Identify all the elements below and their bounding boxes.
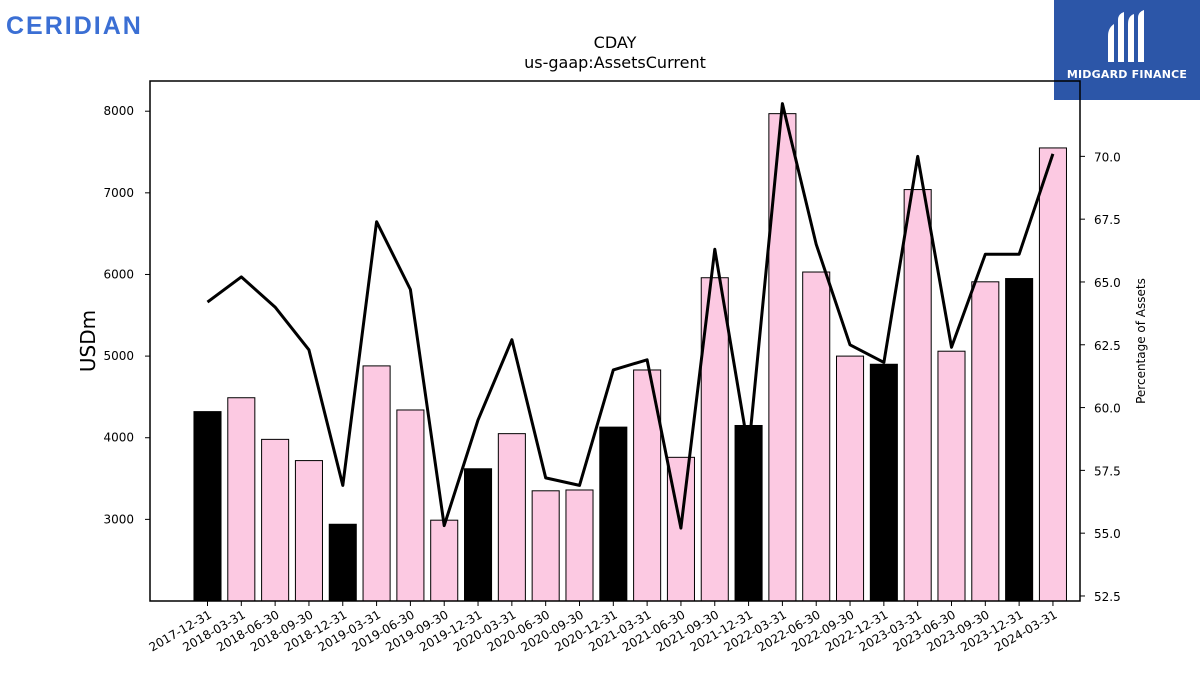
y2-tick-label: 57.5 xyxy=(1094,464,1121,478)
chart-subtitle: us-gaap:AssetsCurrent xyxy=(524,53,706,72)
bar-2020-06-30 xyxy=(531,490,560,602)
bar-2018-12-31 xyxy=(328,523,357,602)
bar-2022-09-30 xyxy=(836,355,865,602)
bar-2022-06-30 xyxy=(802,271,831,602)
y-tick-label: 6000 xyxy=(103,267,134,281)
bar-2023-09-30 xyxy=(971,281,1000,602)
y2-axis-label: Percentage of Assets xyxy=(1134,278,1148,404)
bar-2019-09-30 xyxy=(430,519,459,602)
bar-2017-12-31 xyxy=(193,411,222,602)
y-axis-right: 52.5 55.0 57.5 60.0 62.5 65.0 67.5 70.0 xyxy=(1080,150,1121,604)
percentage-line-series xyxy=(206,102,1055,530)
y-axis-label: USDm xyxy=(76,310,100,372)
x-axis: 2017-12-312018-03-312018-06-302018-09-30… xyxy=(147,601,1059,654)
bar-2021-12-31 xyxy=(734,424,763,602)
ceridian-logo: CERIDIAN xyxy=(6,12,143,40)
bar-series xyxy=(193,113,1067,602)
bar-2018-06-30 xyxy=(261,438,290,602)
midgard-logo-mark-icon xyxy=(1054,0,1200,100)
percentage-line xyxy=(206,102,1055,530)
bar-2019-03-31 xyxy=(362,365,391,602)
bar-2018-09-30 xyxy=(294,460,323,602)
y2-tick-label: 60.0 xyxy=(1094,402,1121,416)
plot-frame xyxy=(149,80,1081,602)
bar-2020-03-31 xyxy=(497,433,526,602)
y2-tick-label: 52.5 xyxy=(1094,590,1121,604)
midgard-finance-logo: MIDGARD FINANCE xyxy=(1054,0,1200,100)
midgard-finance-label: MIDGARD FINANCE xyxy=(1066,68,1188,81)
bar-2024-03-31 xyxy=(1038,147,1067,602)
bar-2022-12-31 xyxy=(869,363,898,602)
bar-2023-12-31 xyxy=(1005,278,1034,602)
bar-2019-06-30 xyxy=(396,409,425,602)
bar-2023-03-31 xyxy=(903,189,932,602)
y-tick-label: 5000 xyxy=(103,349,134,363)
chart-title: CDAY xyxy=(594,33,637,52)
bar-2023-06-30 xyxy=(937,350,966,602)
y2-tick-label: 65.0 xyxy=(1094,276,1121,290)
y2-tick-label: 62.5 xyxy=(1094,339,1121,353)
y-tick-label: 7000 xyxy=(103,186,134,200)
bar-2018-03-31 xyxy=(227,397,256,602)
y2-tick-label: 67.5 xyxy=(1094,213,1121,227)
y2-tick-label: 55.0 xyxy=(1094,527,1121,541)
bar-2020-12-31 xyxy=(599,426,628,602)
y-axis-left: 3000 4000 5000 6000 7000 8000 xyxy=(103,104,150,526)
y2-tick-label: 70.0 xyxy=(1094,150,1121,164)
bar-2019-12-31 xyxy=(464,468,493,602)
bar-2020-09-30 xyxy=(565,489,594,602)
y-tick-label: 3000 xyxy=(103,512,134,526)
y-tick-label: 8000 xyxy=(103,104,134,118)
y-tick-label: 4000 xyxy=(103,431,134,445)
